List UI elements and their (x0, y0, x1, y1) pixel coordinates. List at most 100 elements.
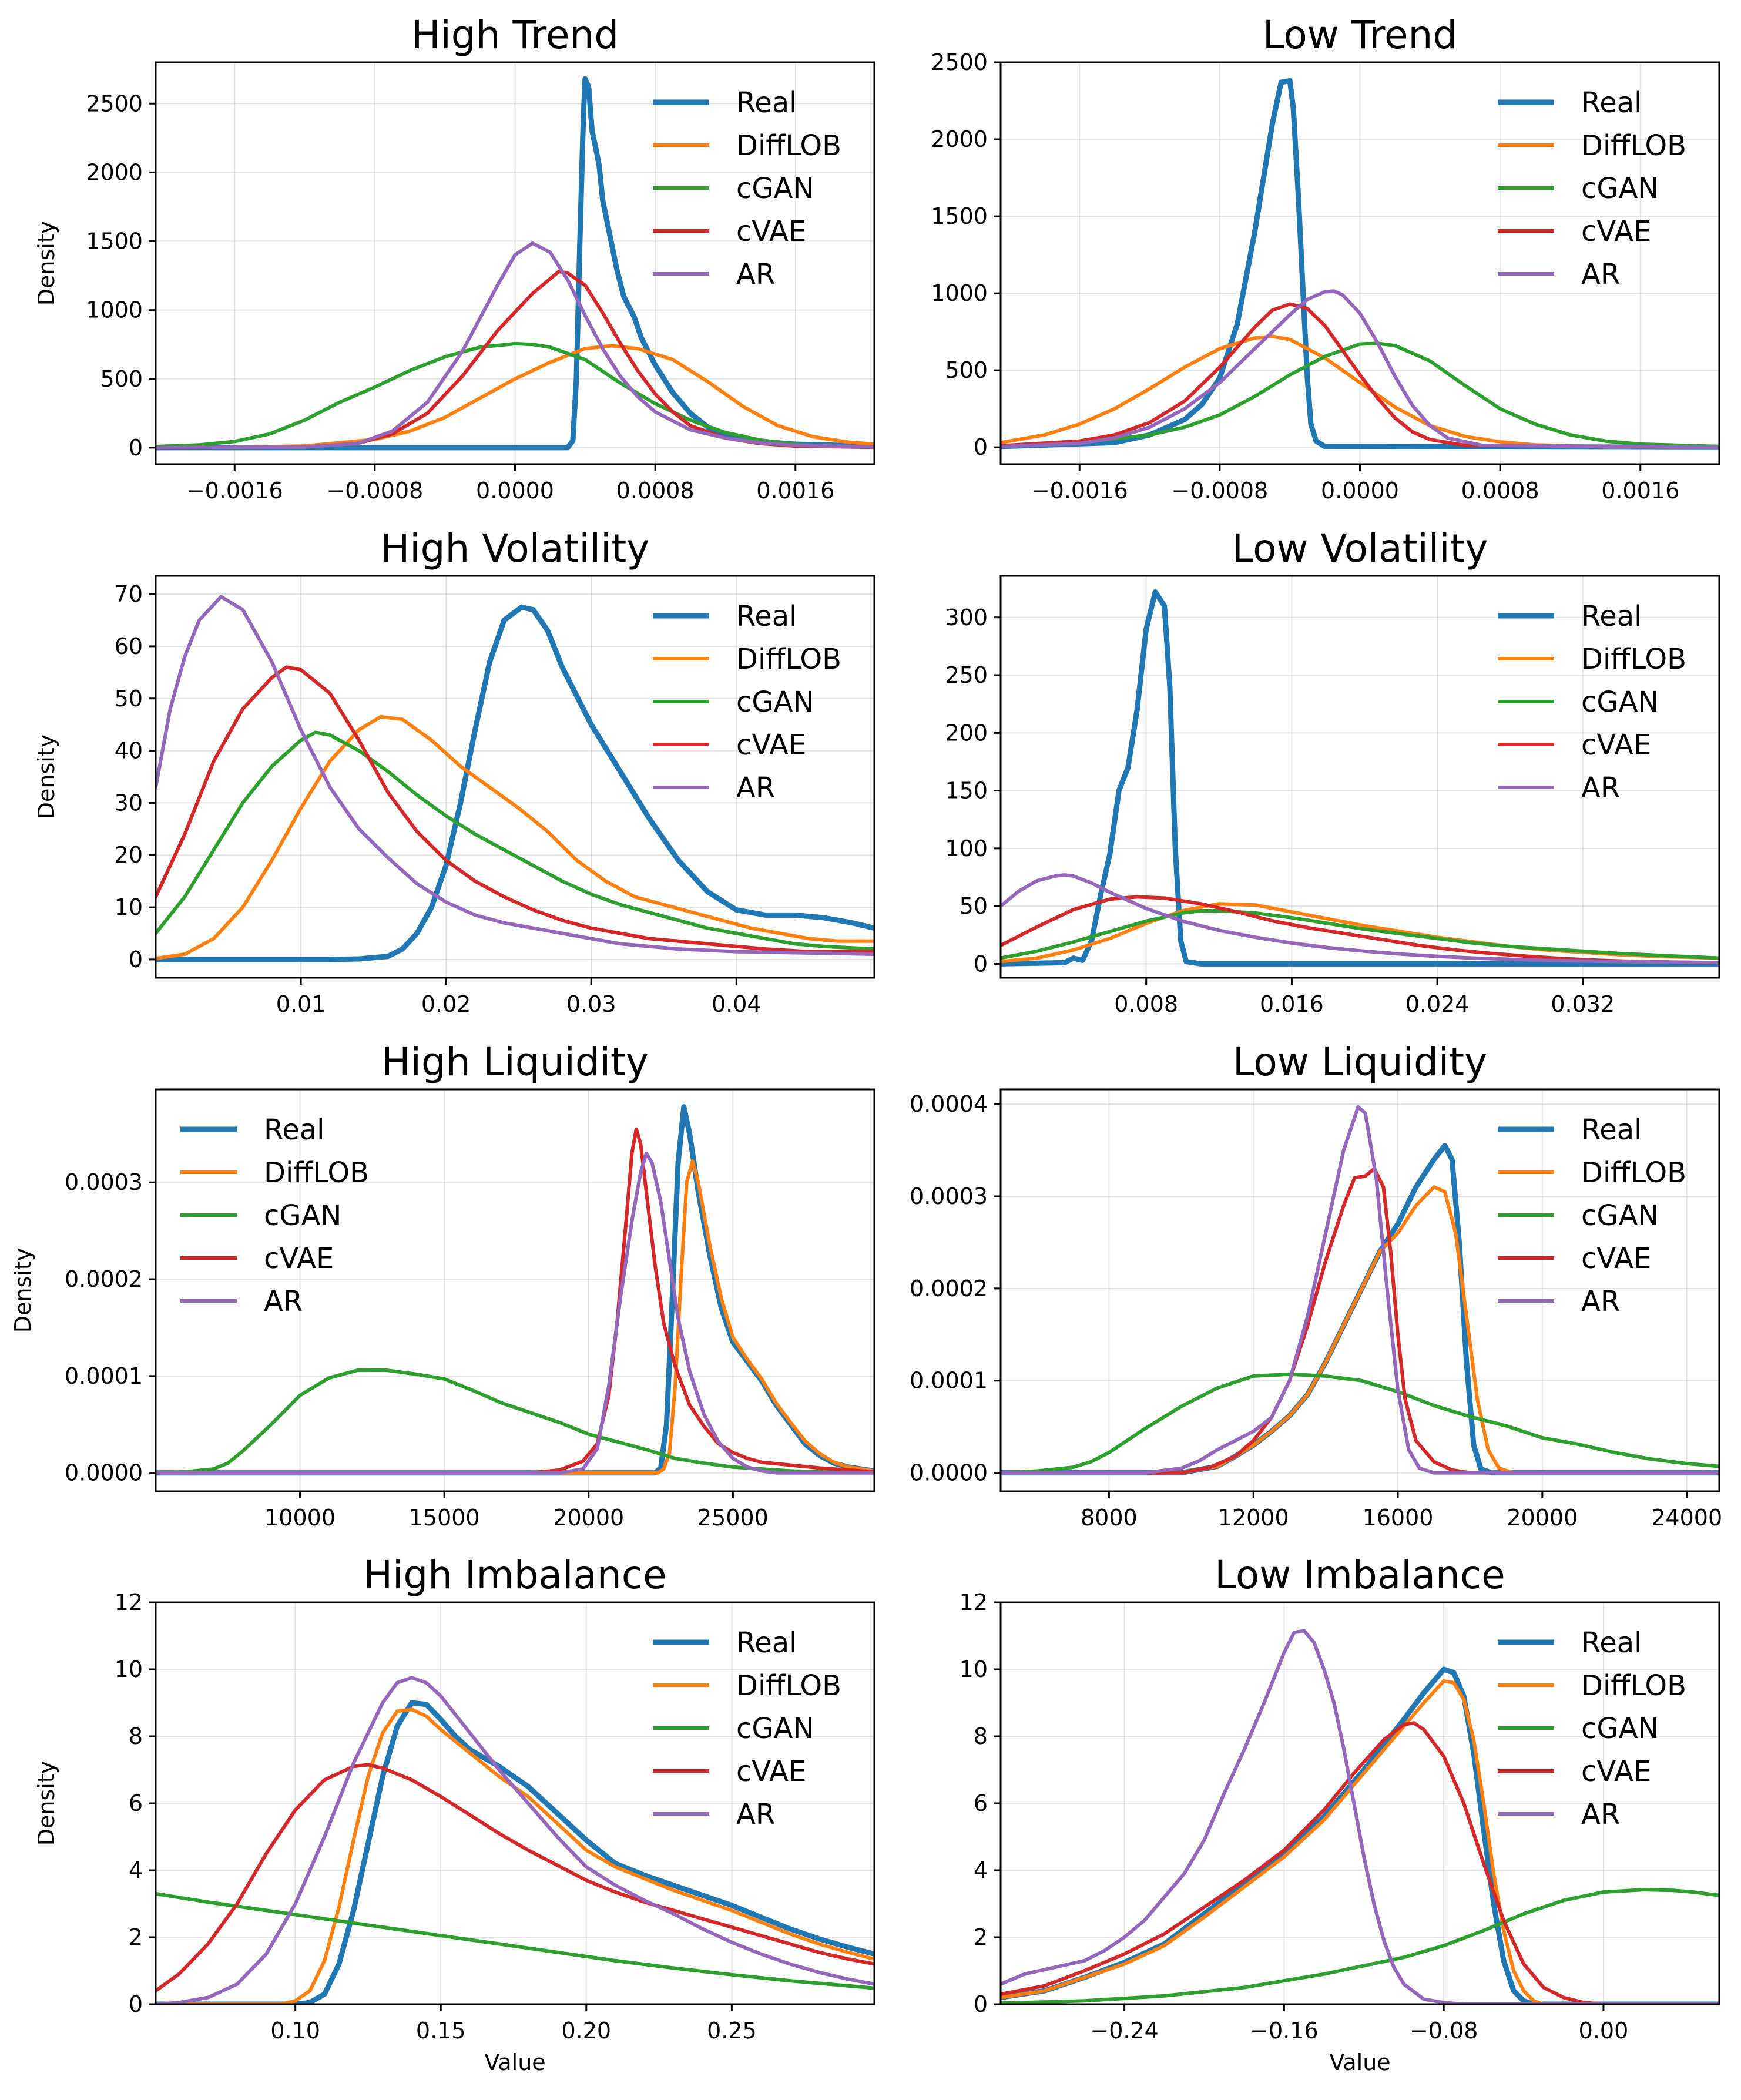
y-tick-label: 100 (945, 836, 988, 861)
y-tick-label: 0.0000 (65, 1460, 143, 1486)
y-tick-label: 0 (129, 1991, 143, 2017)
legend-label-cvae: cVAE (1581, 729, 1651, 761)
x-tick-label: 0.10 (270, 2018, 320, 2044)
y-tick-label: 2500 (931, 49, 988, 75)
series-line-cgan (156, 730, 874, 951)
x-tick-label: −0.08 (1410, 2018, 1478, 2044)
legend-label-cvae: cVAE (736, 1755, 806, 1788)
y-tick-label: 0 (974, 951, 988, 977)
x-tick-label: −0.0016 (1031, 478, 1128, 504)
legend-label-cvae: cVAE (736, 215, 806, 248)
panel-low-imbalance: −0.24 −0.16 −0.08 0.00 0 2 4 6 8 10 12 Low Imbalanc… (960, 1552, 1720, 2075)
x-tick-label: 0.0008 (616, 478, 695, 504)
x-tick-label: −0.16 (1250, 2018, 1318, 2044)
series-line-difflob (1001, 334, 1719, 449)
panel-high-trend: −0.0016 −0.0008 0.0000 0.0008 0.0016 0 500 1000… (33, 12, 875, 504)
y-tick-label: 0.0001 (65, 1363, 143, 1389)
x-tick-label: 0.03 (566, 991, 616, 1017)
series-line-ar (1001, 873, 1719, 965)
y-tick-label: 4 (974, 1857, 988, 1883)
legend-label-cgan: cGAN (736, 1712, 814, 1745)
legend-label-difflob: DiffLOB (736, 129, 841, 162)
y-tick-label: 0 (129, 947, 143, 972)
series-line-cgan (156, 1891, 874, 1990)
panel-high-liquidity: 10000 15000 20000 25000 0.0000 0.0001 0.0002 0.… (10, 1039, 875, 1531)
y-tick-label: 2 (974, 1924, 988, 1950)
panel-low-volatility: 0.008 0.016 0.024 0.032 0 50 100 150 200 250 300 Lo… (945, 526, 1720, 1017)
axes-frame (999, 1088, 1720, 1492)
panel-high-imbalance: 0.10 0.15 0.20 0.25 0 2 4 6 8 10 12 High Imbalance D… (33, 1552, 875, 2075)
y-tick-label: 2000 (86, 159, 143, 185)
x-tick-label: 0.016 (1260, 991, 1324, 1017)
x-tick-label: 0.008 (1114, 991, 1178, 1017)
y-tick-label: 60 (115, 633, 143, 659)
x-axis-label: Value (484, 2049, 545, 2075)
series-line-difflob (156, 714, 874, 961)
legend-label-cvae: cVAE (1581, 1242, 1651, 1275)
series-line-cgan (1001, 1372, 1719, 1475)
legend-label-real: Real (736, 1626, 797, 1659)
legend-label-real: Real (1581, 86, 1642, 119)
x-tick-label: 0.15 (416, 2018, 466, 2044)
legend-label-real: Real (736, 600, 797, 633)
y-tick-label: 10 (960, 1656, 988, 1682)
x-tick-label: 0.032 (1551, 991, 1615, 1017)
x-tick-label: 0.0016 (756, 478, 834, 504)
x-tick-label: −0.0008 (326, 478, 423, 504)
x-tick-label: 0.01 (276, 991, 326, 1017)
series-line-ar (1001, 1105, 1719, 1475)
y-tick-label: 70 (115, 581, 143, 607)
legend-label-ar: AR (1581, 1798, 1620, 1831)
legend-label-ar: AR (1581, 258, 1620, 291)
y-tick-label: 1000 (931, 280, 988, 306)
legend-label-cvae: cVAE (264, 1242, 334, 1275)
y-tick-label: 0.0002 (65, 1266, 143, 1292)
legend-label-difflob: DiffLOB (264, 1156, 369, 1189)
x-tick-label: 20000 (553, 1505, 624, 1531)
series-line-ar (1001, 289, 1719, 449)
y-tick-label: 2 (129, 1924, 143, 1950)
x-tick-label: 0.0008 (1461, 478, 1539, 504)
y-tick-label: 0 (129, 435, 143, 461)
y-tick-label: 8 (974, 1723, 988, 1749)
legend-label-difflob: DiffLOB (736, 643, 841, 676)
x-tick-label: −0.24 (1090, 2018, 1158, 2044)
x-tick-label: 8000 (1081, 1505, 1138, 1531)
legend: Real DiffLOB cGAN cVAE AR (653, 1626, 841, 1831)
y-tick-label: 500 (945, 357, 988, 383)
series-line-ar (156, 1151, 874, 1475)
y-tick-label: 1500 (86, 229, 143, 254)
series-line-cgan (1001, 1888, 1719, 2004)
legend: Real DiffLOB cGAN cVAE AR (1498, 1626, 1686, 1831)
y-tick-label: 4 (129, 1857, 143, 1883)
series-line-cgan (1001, 909, 1719, 960)
panel-title: High Liquidity (381, 1039, 649, 1085)
legend-label-real: Real (1581, 600, 1642, 633)
x-tick-label: 24000 (1651, 1505, 1722, 1531)
y-axis-label: Density (33, 221, 59, 306)
x-tick-label: 12000 (1218, 1505, 1289, 1531)
x-tick-label: 0.0000 (1321, 478, 1399, 504)
y-tick-label: 0.0003 (65, 1169, 143, 1195)
legend: Real DiffLOB cGAN cVAE AR (1498, 86, 1686, 291)
y-tick-label: 300 (945, 605, 988, 630)
legend: Real DiffLOB cGAN cVAE AR (1498, 600, 1686, 804)
series-line-cvae (1001, 895, 1719, 965)
legend-label-cvae: cVAE (736, 729, 806, 761)
y-tick-label: 8 (129, 1723, 143, 1749)
series-line-real (1001, 589, 1719, 967)
series-line-cgan (156, 1368, 874, 1475)
series-line-difflob (156, 1707, 874, 2004)
legend-label-real: Real (1581, 1113, 1642, 1146)
series-line-real (156, 604, 874, 962)
y-tick-label: 50 (115, 686, 143, 712)
x-tick-label: 10000 (264, 1505, 336, 1531)
y-tick-label: 0.0000 (910, 1460, 988, 1486)
x-tick-label: 0.02 (421, 991, 471, 1017)
y-tick-label: 30 (115, 790, 143, 816)
panel-title: High Trend (411, 12, 619, 58)
y-tick-label: 20 (115, 842, 143, 868)
legend-label-cgan: cGAN (736, 686, 814, 719)
y-tick-label: 500 (100, 366, 143, 392)
